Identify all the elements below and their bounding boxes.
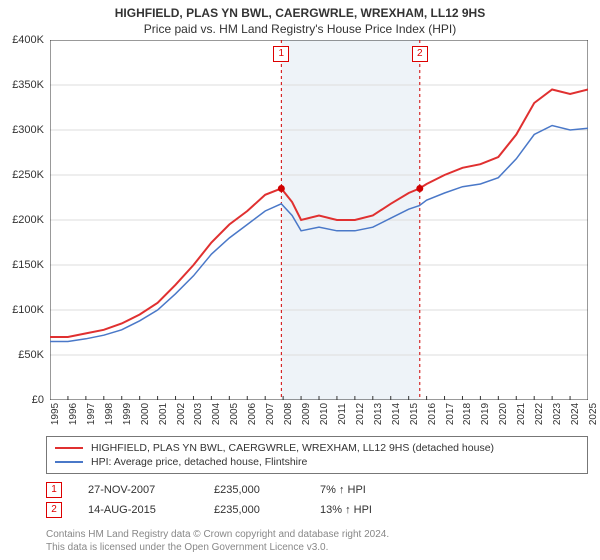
chart-area: £0£50K£100K£150K£200K£250K£300K£350K£400… bbox=[50, 40, 588, 400]
x-tick-label: 2002 bbox=[176, 403, 187, 425]
x-tick-label: 2006 bbox=[247, 403, 258, 425]
legend-swatch bbox=[55, 447, 83, 449]
x-tick-label: 2025 bbox=[588, 403, 599, 425]
x-tick-label: 1995 bbox=[50, 403, 61, 425]
marker-table: 1 27-NOV-2007 £235,000 7% ↑ HPI 2 14-AUG… bbox=[46, 480, 588, 520]
x-tick-label: 2000 bbox=[140, 403, 151, 425]
x-tick-label: 2011 bbox=[337, 403, 348, 425]
x-tick-label: 1999 bbox=[122, 403, 133, 425]
x-tick-label: 2015 bbox=[409, 403, 420, 425]
x-tick-label: 2005 bbox=[229, 403, 240, 425]
y-tick-label: £200K bbox=[12, 214, 44, 226]
y-tick-label: £0 bbox=[32, 394, 44, 406]
y-tick-label: £100K bbox=[12, 304, 44, 316]
marker-date: 27-NOV-2007 bbox=[88, 484, 188, 496]
legend-label: HIGHFIELD, PLAS YN BWL, CAERGWRLE, WREXH… bbox=[91, 442, 494, 454]
x-tick-label: 2021 bbox=[516, 403, 527, 425]
legend-swatch bbox=[55, 461, 83, 463]
x-tick-label: 2024 bbox=[570, 403, 581, 425]
legend-label: HPI: Average price, detached house, Flin… bbox=[91, 456, 307, 468]
x-axis: 1995 1996 1997 1998 1999 2000 2001 2002 2003 2004… bbox=[50, 400, 588, 430]
x-tick-label: 2019 bbox=[480, 403, 491, 425]
chart-marker-box: 1 bbox=[273, 46, 289, 62]
chart-marker-box: 2 bbox=[412, 46, 428, 62]
y-axis: £0£50K£100K£150K£200K£250K£300K£350K£400… bbox=[0, 40, 46, 400]
x-tick-label: 2022 bbox=[534, 403, 545, 425]
x-tick-label: 2010 bbox=[319, 403, 330, 425]
x-tick-label: 2007 bbox=[265, 403, 276, 425]
y-tick-label: £250K bbox=[12, 169, 44, 181]
y-tick-label: £400K bbox=[12, 34, 44, 46]
x-tick-label: 2016 bbox=[427, 403, 438, 425]
marker-number-box: 2 bbox=[46, 502, 62, 518]
y-tick-label: £350K bbox=[12, 79, 44, 91]
footnote-line: Contains HM Land Registry data © Crown c… bbox=[46, 528, 588, 541]
y-tick-label: £150K bbox=[12, 259, 44, 271]
x-tick-label: 1997 bbox=[86, 403, 97, 425]
x-tick-label: 2013 bbox=[373, 403, 384, 425]
x-tick-label: 2023 bbox=[552, 403, 563, 425]
y-tick-label: £300K bbox=[12, 124, 44, 136]
chart-subtitle: Price paid vs. HM Land Registry's House … bbox=[0, 20, 600, 40]
x-tick-label: 2017 bbox=[445, 403, 456, 425]
chart-container: HIGHFIELD, PLAS YN BWL, CAERGWRLE, WREXH… bbox=[0, 0, 600, 560]
chart-title: HIGHFIELD, PLAS YN BWL, CAERGWRLE, WREXH… bbox=[0, 0, 600, 20]
x-tick-label: 2012 bbox=[355, 403, 366, 425]
x-tick-label: 2018 bbox=[462, 403, 473, 425]
x-tick-label: 2020 bbox=[498, 403, 509, 425]
x-tick-label: 2008 bbox=[283, 403, 294, 425]
x-tick-label: 1998 bbox=[104, 403, 115, 425]
x-tick-label: 2014 bbox=[391, 403, 402, 425]
x-tick-label: 2001 bbox=[158, 403, 169, 425]
marker-delta: 7% ↑ HPI bbox=[320, 484, 366, 496]
marker-row: 2 14-AUG-2015 £235,000 13% ↑ HPI bbox=[46, 500, 588, 520]
marker-price: £235,000 bbox=[214, 484, 294, 496]
marker-date: 14-AUG-2015 bbox=[88, 504, 188, 516]
legend-row: HIGHFIELD, PLAS YN BWL, CAERGWRLE, WREXH… bbox=[55, 441, 579, 455]
marker-row: 1 27-NOV-2007 £235,000 7% ↑ HPI bbox=[46, 480, 588, 500]
x-tick-label: 1996 bbox=[68, 403, 79, 425]
legend-row: HPI: Average price, detached house, Flin… bbox=[55, 455, 579, 469]
marker-price: £235,000 bbox=[214, 504, 294, 516]
legend: HIGHFIELD, PLAS YN BWL, CAERGWRLE, WREXH… bbox=[46, 436, 588, 474]
x-tick-label: 2003 bbox=[193, 403, 204, 425]
y-tick-label: £50K bbox=[18, 349, 44, 361]
x-tick-label: 2004 bbox=[211, 403, 222, 425]
marker-number-box: 1 bbox=[46, 482, 62, 498]
marker-delta: 13% ↑ HPI bbox=[320, 504, 372, 516]
x-tick-label: 2009 bbox=[301, 403, 312, 425]
footnote-line: This data is licensed under the Open Gov… bbox=[46, 541, 588, 554]
footnote: Contains HM Land Registry data © Crown c… bbox=[46, 528, 588, 554]
plot-svg bbox=[50, 40, 588, 400]
